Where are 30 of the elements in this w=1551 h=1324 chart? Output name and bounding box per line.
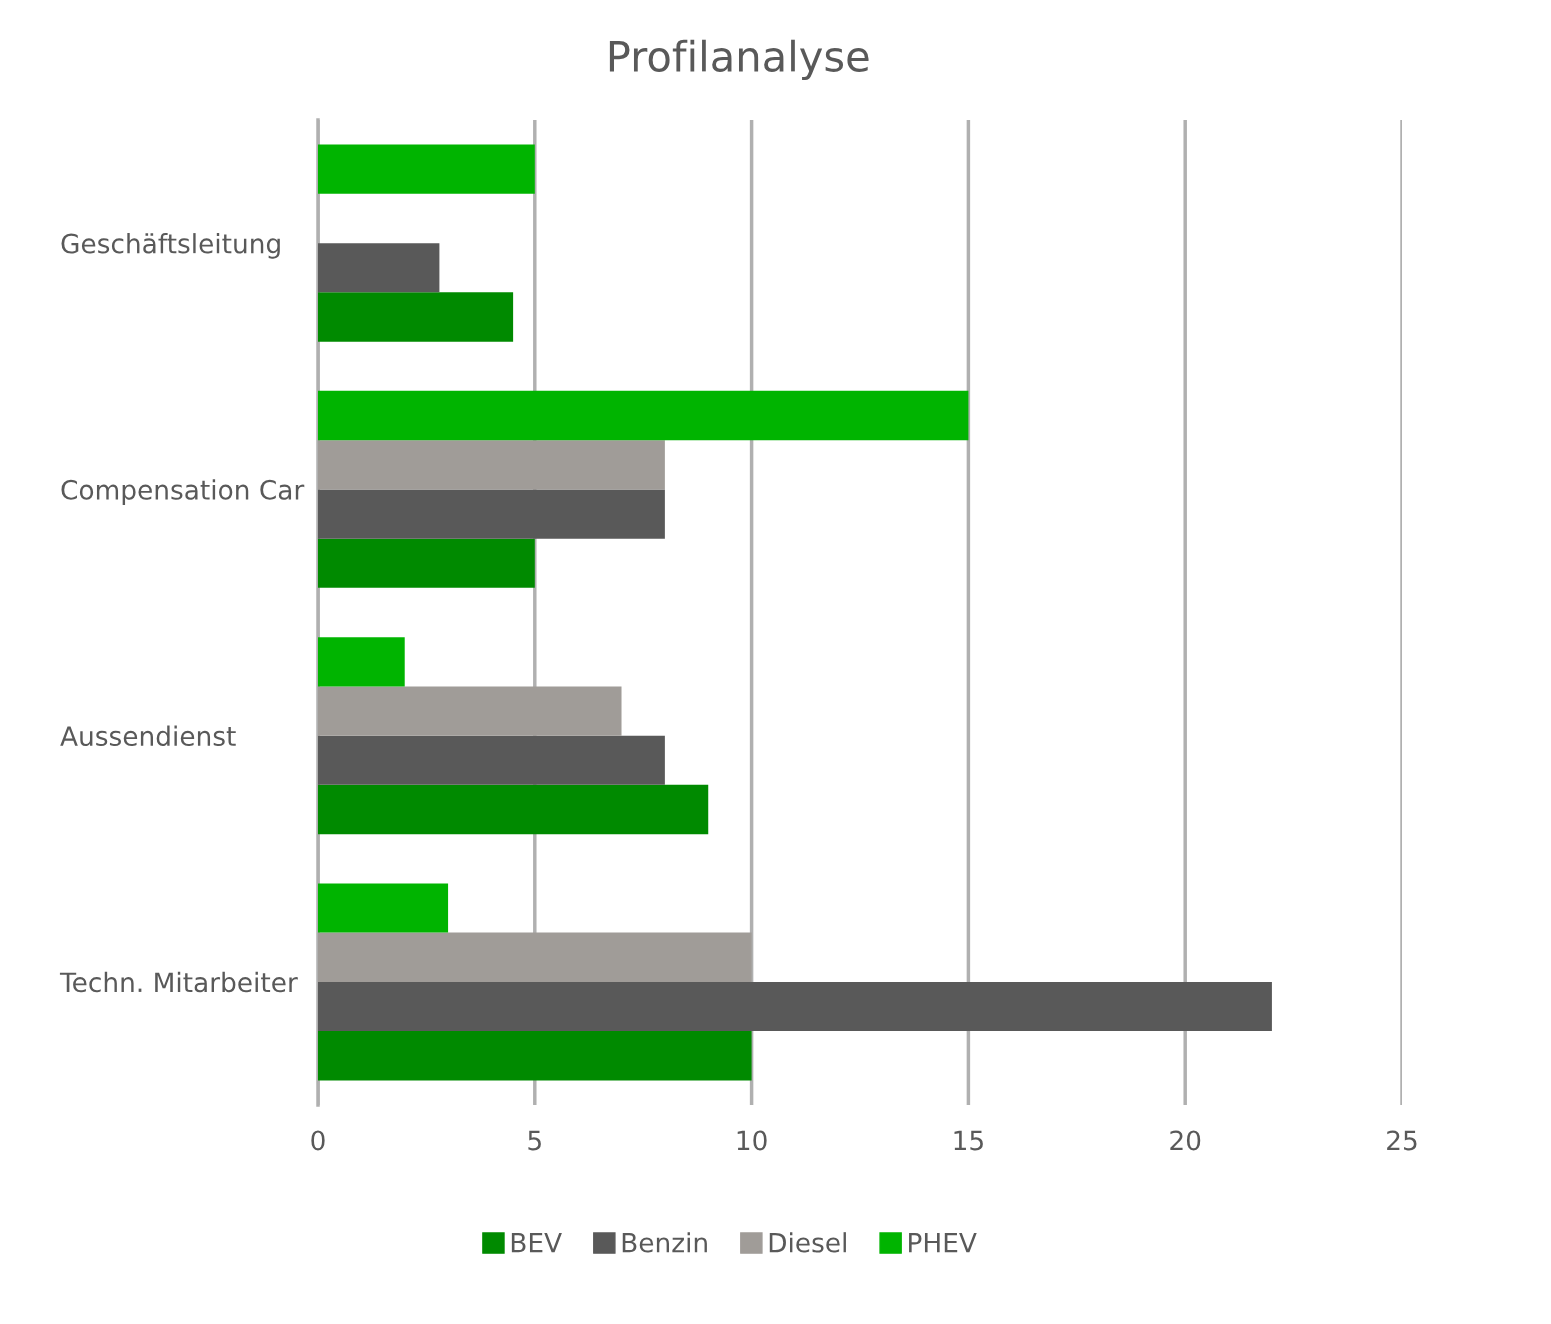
legend-label: PHEV: [909, 1232, 977, 1253]
y-tick-label: Geschäftsleitung: [61, 233, 280, 259]
bar: [318, 932, 752, 982]
y-tick-label: Aussendienst: [60, 725, 236, 747]
bar: [318, 538, 535, 588]
bar: [318, 686, 622, 736]
y-tick-label: Techn. Mitarbeiter: [59, 971, 298, 993]
bar: [318, 735, 665, 785]
bar: [318, 440, 665, 490]
x-tick-label: 20: [1170, 1130, 1201, 1151]
bar: [318, 981, 1272, 1032]
y-tick-label: Compensation Car: [61, 479, 305, 505]
x-tick-label: 0: [311, 1130, 325, 1151]
bar: [318, 489, 665, 539]
bar: [318, 243, 440, 293]
bar: [318, 144, 535, 194]
legend-label: Diesel: [769, 1232, 846, 1253]
x-tick-label: 25: [1387, 1130, 1417, 1151]
bar: [318, 1031, 752, 1081]
x-tick-label: 15: [954, 1130, 983, 1151]
legend-label: Benzin: [622, 1232, 707, 1253]
bar: [318, 390, 969, 441]
x-tick-label: 10: [737, 1130, 767, 1151]
bar: [318, 292, 514, 342]
chart-title: Profilanalyse: [609, 39, 869, 81]
bar: [318, 784, 709, 835]
legend-label: BEV: [511, 1232, 562, 1253]
bar: [318, 883, 449, 933]
bar: [318, 637, 405, 687]
x-tick-label: 5: [528, 1130, 541, 1151]
